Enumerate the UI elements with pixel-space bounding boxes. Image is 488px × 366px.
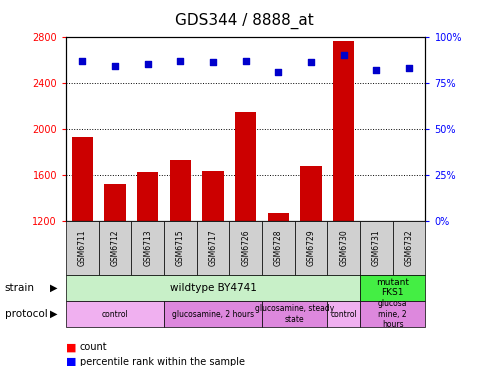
Point [78, 58, 86, 64]
Bar [300, 166, 321, 360]
Point [176, 58, 184, 64]
Bar [365, 223, 386, 360]
Text: GSM6732: GSM6732 [404, 229, 413, 266]
Text: percentile rank within the sample: percentile rank within the sample [80, 357, 244, 366]
Point [274, 69, 282, 75]
Text: control: control [102, 310, 128, 318]
Text: GSM6712: GSM6712 [110, 230, 119, 266]
Bar [104, 184, 125, 360]
Bar [267, 213, 288, 360]
Text: GSM6731: GSM6731 [371, 229, 380, 266]
Bar [202, 171, 223, 360]
Bar [398, 224, 419, 360]
Text: GDS344 / 8888_at: GDS344 / 8888_at [175, 13, 313, 29]
Text: GSM6728: GSM6728 [273, 230, 283, 266]
Text: ■: ■ [66, 342, 76, 352]
Text: protocol: protocol [5, 309, 47, 319]
Bar [72, 137, 93, 360]
Text: glucosamine, steady
state: glucosamine, steady state [255, 304, 334, 324]
Text: ▶: ▶ [50, 309, 58, 319]
Text: GSM6717: GSM6717 [208, 229, 217, 266]
Text: strain: strain [5, 283, 35, 293]
Point [306, 60, 314, 66]
Bar [169, 160, 191, 360]
Point [372, 67, 380, 73]
Text: GSM6730: GSM6730 [339, 229, 347, 266]
Text: wildtype BY4741: wildtype BY4741 [169, 283, 256, 293]
Text: control: control [330, 310, 356, 318]
Point [242, 58, 249, 64]
Text: GSM6729: GSM6729 [306, 229, 315, 266]
Bar [137, 172, 158, 360]
Text: glucosamine, 2 hours: glucosamine, 2 hours [172, 310, 254, 318]
Text: glucosa
mine, 2
hours: glucosa mine, 2 hours [377, 299, 407, 329]
Point [143, 61, 151, 67]
Text: count: count [80, 342, 107, 352]
Point [111, 63, 119, 69]
Text: mutant
FKS1: mutant FKS1 [375, 278, 408, 298]
Text: GSM6715: GSM6715 [176, 229, 184, 266]
Point [405, 65, 412, 71]
Text: GSM6713: GSM6713 [143, 229, 152, 266]
Text: GSM6711: GSM6711 [78, 230, 87, 266]
Text: ■: ■ [66, 357, 76, 366]
Bar [332, 41, 354, 360]
Text: GSM6726: GSM6726 [241, 229, 250, 266]
Bar [235, 112, 256, 360]
Point [209, 60, 217, 66]
Point [339, 52, 347, 58]
Text: ▶: ▶ [50, 283, 58, 293]
